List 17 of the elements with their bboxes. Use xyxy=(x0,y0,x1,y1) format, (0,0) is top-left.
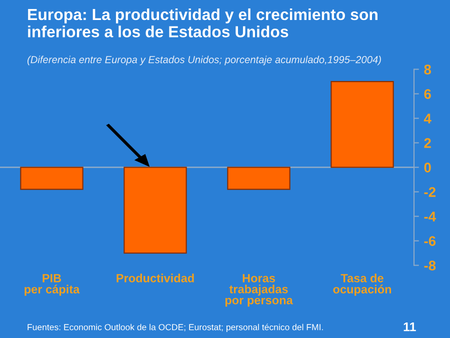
text: 11 xyxy=(404,322,416,332)
y-tick-label: 2 xyxy=(424,138,431,148)
x-tick-label: PIB per cápita xyxy=(24,274,80,296)
y-tick-label: -8 xyxy=(424,260,436,270)
y-tick-label: -4 xyxy=(424,212,436,222)
chart-title: Europa: La productividad y el crecimiento son inferiores a los de Estados Unidos xyxy=(28,8,378,38)
y-tick-label: 4 xyxy=(424,114,432,124)
y-tick-label: -2 xyxy=(424,187,436,197)
source-note: Fuentes: Economic Outlook de la OCDE; Eurostat; personal técnico del FMI. xyxy=(28,324,323,332)
chart-subtitle: (Diferencia entre Europa y Estados Unidos; porcentaje acumulado,1995–2004) xyxy=(27,56,381,66)
y-tick-label: 6 xyxy=(424,89,431,99)
x-tick-label: Tasa de ocupación xyxy=(333,274,392,296)
x-tick-label: Horas trabajadas por persona xyxy=(225,274,293,307)
x-tick-label: Productividad xyxy=(116,274,194,282)
y-tick-label: 0 xyxy=(424,162,431,172)
y-tick-label: 8 xyxy=(424,64,432,74)
y-tick-label: -6 xyxy=(424,236,436,246)
